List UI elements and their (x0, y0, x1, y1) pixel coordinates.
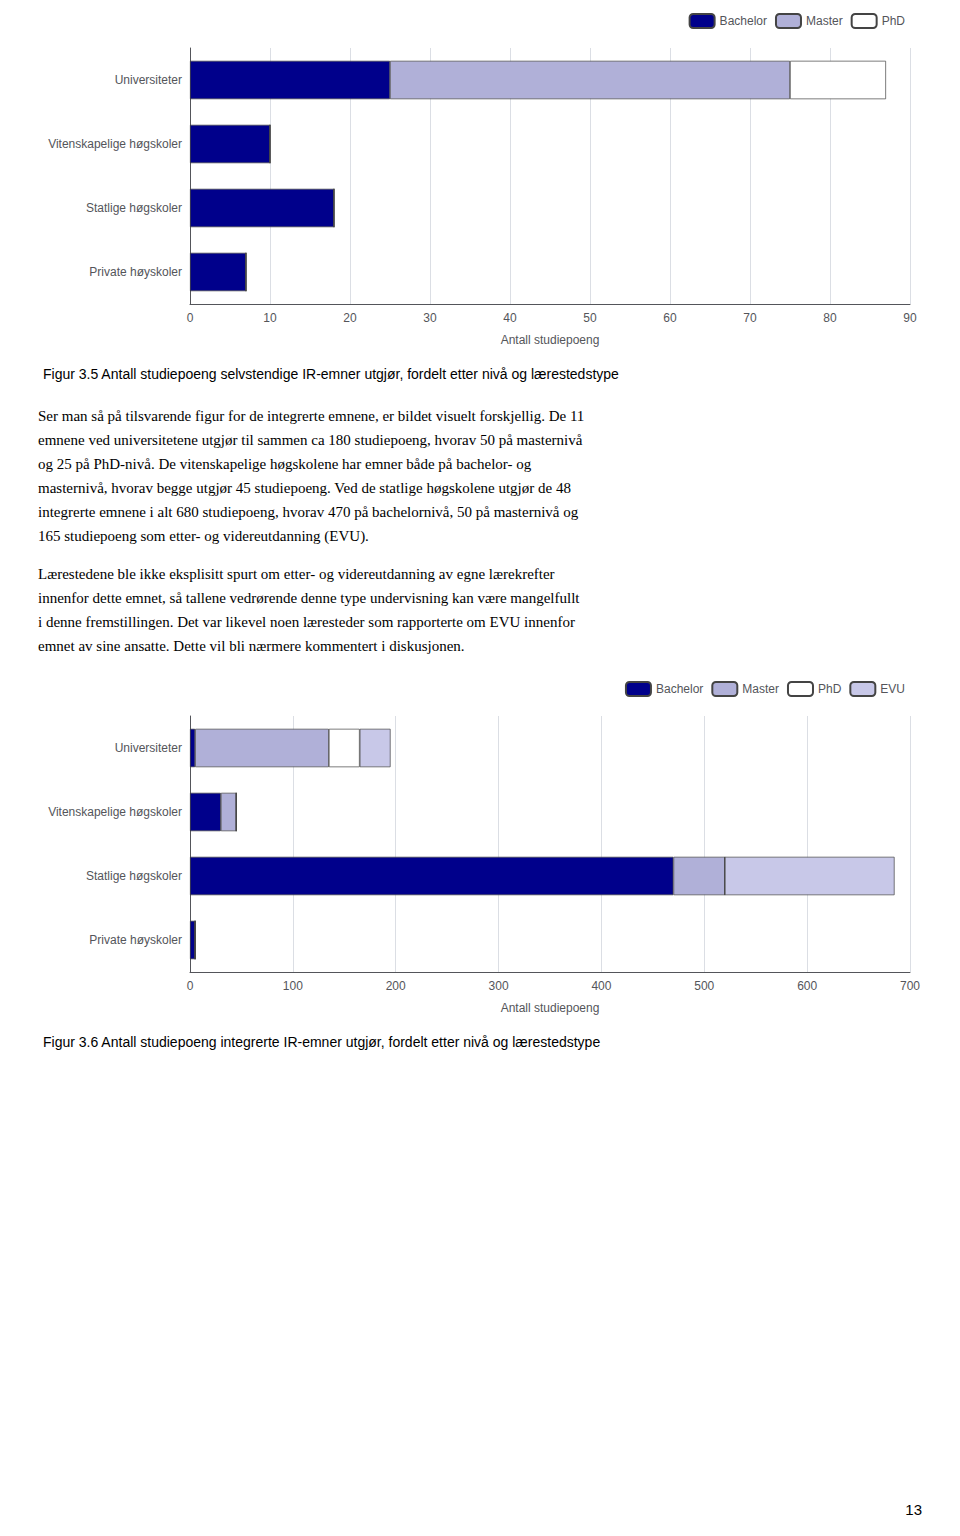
svg-text:90: 90 (903, 311, 917, 325)
svg-text:Master: Master (806, 14, 843, 28)
svg-text:PhD: PhD (818, 682, 842, 696)
svg-text:30: 30 (423, 311, 437, 325)
svg-text:Vitenskapelige høgskoler: Vitenskapelige høgskoler (48, 137, 182, 151)
svg-text:Master: Master (742, 682, 779, 696)
svg-text:Figur 3.6 Antall studiepoeng i: Figur 3.6 Antall studiepoeng integrerte … (43, 1034, 600, 1050)
svg-text:40: 40 (503, 311, 517, 325)
svg-text:Figur 3.5 Antall studiepoeng s: Figur 3.5 Antall studiepoeng selvstendig… (43, 366, 619, 382)
svg-text:EVU: EVU (880, 682, 905, 696)
svg-text:Antall studiepoeng: Antall studiepoeng (501, 1001, 600, 1015)
svg-text:0: 0 (187, 311, 194, 325)
svg-text:600: 600 (797, 979, 817, 993)
svg-text:300: 300 (489, 979, 509, 993)
html-text:13: 13 (905, 1501, 922, 1518)
svg-text:Statlige høgskoler: Statlige høgskoler (86, 201, 182, 215)
svg-text:Private høyskoler: Private høyskoler (89, 265, 182, 279)
svg-text:PhD: PhD (882, 14, 906, 28)
svg-text:Universiteter: Universiteter (115, 73, 182, 87)
svg-text:Vitenskapelige høgskoler: Vitenskapelige høgskoler (48, 805, 182, 819)
html-text:Lærestedene ble ikke eksplisit: Lærestedene ble ikke eksplisitt spurt om… (38, 566, 580, 654)
svg-text:70: 70 (743, 311, 757, 325)
svg-text:0: 0 (187, 979, 194, 993)
svg-text:10: 10 (263, 311, 277, 325)
svg-text:Antall studiepoeng: Antall studiepoeng (501, 333, 600, 347)
html-text:Ser man så på tilsvarende figu: Ser man så på tilsvarende figur for de i… (38, 408, 585, 544)
svg-text:500: 500 (694, 979, 714, 993)
svg-text:80: 80 (823, 311, 837, 325)
svg-text:Bachelor: Bachelor (720, 14, 767, 28)
svg-text:200: 200 (386, 979, 406, 993)
svg-text:400: 400 (591, 979, 611, 993)
svg-text:Statlige høgskoler: Statlige høgskoler (86, 869, 182, 883)
svg-text:Private høyskoler: Private høyskoler (89, 933, 182, 947)
svg-text:700: 700 (900, 979, 920, 993)
svg-text:20: 20 (343, 311, 357, 325)
svg-text:Bachelor: Bachelor (656, 682, 703, 696)
svg-text:100: 100 (283, 979, 303, 993)
svg-text:50: 50 (583, 311, 597, 325)
svg-text:60: 60 (663, 311, 677, 325)
svg-text:Universiteter: Universiteter (115, 741, 182, 755)
